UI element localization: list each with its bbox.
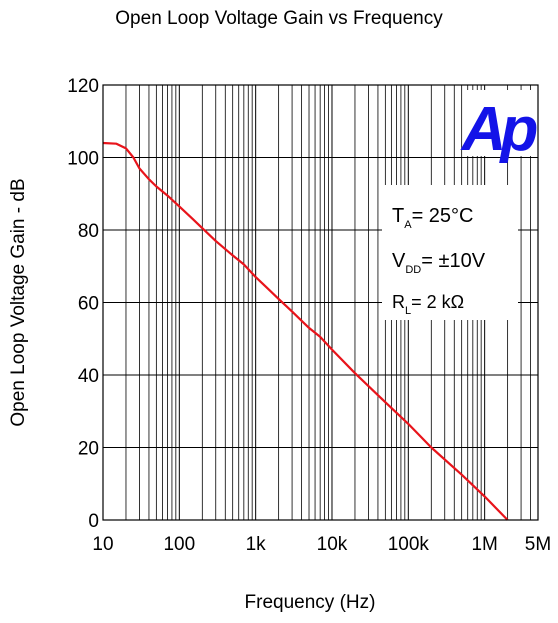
gain-curve [102, 141, 509, 521]
x-tick-label: 1M [471, 534, 497, 555]
logo-text: Ap [460, 95, 537, 164]
y-tick-label: 120 [67, 76, 99, 97]
tick-labels: 10 100 1k 10k 100k 1M 5M 0 20 40 60 80 100 120 [67, 76, 551, 555]
condition-text: TA= 25°C [392, 205, 474, 231]
x-tick-label: 100k [388, 534, 430, 555]
x-tick-label: 1k [246, 534, 267, 555]
plot-frame [102, 84, 539, 521]
y-tick-label: 0 [88, 511, 99, 532]
logo-bg [465, 90, 531, 156]
conditions-box-bg [382, 185, 518, 320]
y-tick-label: 20 [78, 439, 99, 460]
y-tick-label: 100 [67, 149, 99, 170]
y-tick-label: 40 [78, 366, 99, 387]
grid [102, 84, 539, 521]
series-layer [102, 141, 509, 521]
ap-logo: Ap [460, 90, 542, 164]
x-tick-label: 10 [92, 534, 113, 555]
x-tick-label: 5M [525, 534, 551, 555]
condition-text: VDD= ±10V [392, 250, 486, 276]
y-tick-label: 60 [78, 294, 99, 315]
y-tick-label: 80 [78, 221, 99, 242]
chart-title: Open Loop Voltage Gain vs Frequency [115, 8, 443, 29]
y-axis-label: Open Loop Voltage Gain - dB [8, 178, 29, 426]
x-tick-label: 10k [317, 534, 348, 555]
x-tick-label: 100 [163, 534, 195, 555]
condition-text: RL= 2 kΩ [392, 292, 464, 317]
conditions-box: TA= 25°C VDD= ±10V RL= 2 kΩ [382, 185, 518, 320]
x-axis-label: Frequency (Hz) [244, 592, 376, 613]
